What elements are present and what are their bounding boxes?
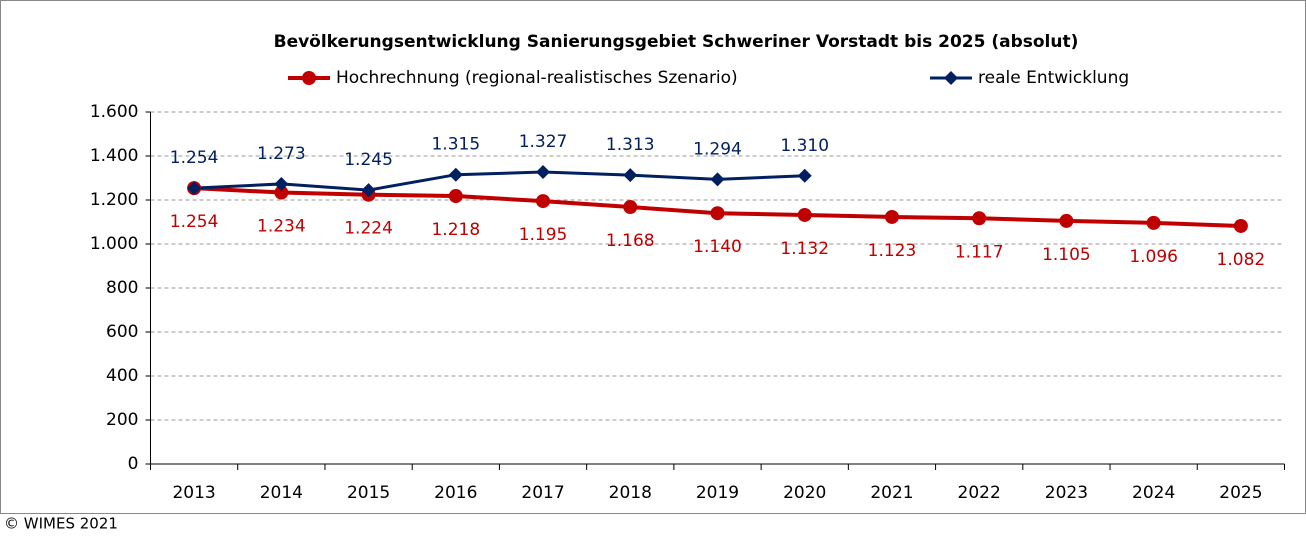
data-point [536, 194, 551, 209]
data-label: 1.234 [257, 217, 306, 237]
data-point [448, 189, 463, 204]
x-tick-label: 2020 [783, 483, 826, 503]
legend-marker [944, 71, 958, 85]
data-label: 1.105 [1042, 245, 1091, 265]
data-label: 1.294 [693, 139, 742, 159]
data-point [1059, 213, 1074, 228]
data-label: 1.082 [1217, 250, 1266, 270]
data-point [274, 176, 289, 191]
data-point [187, 181, 202, 196]
chart-title: Bevölkerungsentwicklung Sanierungsgebiet… [274, 32, 1079, 52]
x-tick-label: 2014 [260, 483, 303, 503]
data-label: 1.123 [868, 241, 917, 261]
x-tick-label: 2024 [1132, 483, 1175, 503]
data-label: 1.254 [170, 148, 219, 168]
data-label: 1.224 [344, 219, 393, 239]
x-tick-label: 2021 [870, 483, 913, 503]
data-label: 1.195 [519, 225, 568, 245]
data-label: 1.168 [606, 231, 655, 251]
data-label: 1.132 [780, 239, 829, 259]
series-line [194, 170, 805, 192]
data-point [797, 168, 812, 183]
data-label: 1.273 [257, 144, 306, 164]
legend-label: Hochrechnung (regional-realistisches Sze… [336, 68, 738, 88]
y-tick-label: 400 [106, 366, 138, 386]
data-label: 1.310 [780, 136, 829, 156]
data-point [710, 172, 725, 187]
x-tick-label: 2023 [1045, 483, 1088, 503]
x-tick-label: 2013 [172, 483, 215, 503]
data-point [884, 209, 899, 224]
legend-marker [302, 71, 316, 85]
x-tick-label: 2017 [521, 483, 564, 503]
x-tick-label: 2019 [696, 483, 739, 503]
data-label: 1.254 [170, 212, 219, 232]
y-tick-label: 1.000 [90, 234, 139, 254]
data-label: 1.245 [344, 150, 393, 170]
chart-border [0, 0, 1306, 514]
data-point [972, 211, 987, 226]
data-point [1233, 218, 1248, 233]
y-tick-label: 0 [128, 454, 139, 474]
x-tick-label: 2016 [434, 483, 477, 503]
x-tick-label: 2015 [347, 483, 390, 503]
data-label: 1.140 [693, 237, 742, 257]
data-point [710, 206, 725, 221]
data-point [448, 167, 463, 182]
y-tick-label: 1.200 [90, 190, 139, 210]
data-label: 1.218 [431, 220, 480, 240]
y-tick-label: 600 [106, 322, 138, 342]
y-tick-label: 800 [106, 278, 138, 298]
data-point [623, 200, 638, 215]
x-tick-label: 2025 [1219, 483, 1262, 503]
x-tick-label: 2022 [958, 483, 1001, 503]
x-tick-label: 2018 [609, 483, 652, 503]
y-tick-label: 1.400 [90, 146, 139, 166]
y-tick-label: 1.600 [90, 102, 139, 122]
data-label: 1.096 [1129, 247, 1178, 267]
data-label: 1.117 [955, 242, 1004, 262]
data-label: 1.313 [606, 135, 655, 155]
legend-label: reale Entwicklung [978, 68, 1129, 88]
data-point [361, 183, 376, 198]
data-point [274, 185, 289, 200]
data-point [1146, 215, 1161, 230]
source: © WIMES 2021 [4, 515, 118, 533]
y-tick-label: 200 [106, 410, 138, 430]
data-point [797, 207, 812, 222]
data-point [623, 168, 638, 183]
data-label: 1.327 [519, 132, 568, 152]
data-point [536, 165, 551, 180]
data-label: 1.315 [431, 135, 480, 155]
